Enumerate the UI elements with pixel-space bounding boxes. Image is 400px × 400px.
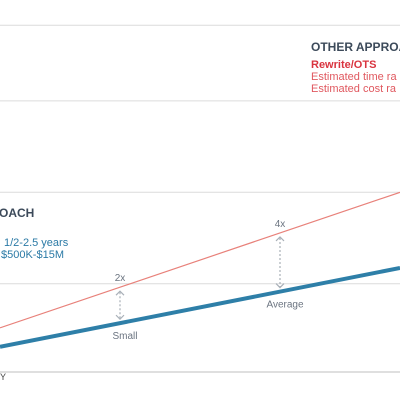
current-time-range: 1/2-2.5 years (4, 237, 69, 249)
x-axis-fragment: Y (0, 372, 6, 382)
annotation-markers: 2x Small 4x Average (112, 219, 303, 342)
current-approach-heading: OACH (0, 206, 34, 220)
current-cost-range: $500K-$15M (1, 249, 64, 261)
series-rewrite-line (0, 191, 400, 329)
annotation-0-arrow-head-up (115, 290, 125, 296)
annotation-0-multiplier: 2x (115, 273, 126, 284)
other-time-range: Estimated time ra (311, 71, 397, 83)
gridlines (0, 24, 400, 373)
other-cost-range: Estimated cost ra (311, 83, 397, 95)
annotation-1-size-label: Average (266, 300, 304, 311)
annotation-1-arrow-head-down (275, 283, 285, 289)
rewrite-ots-label: Rewrite/OTS (311, 59, 376, 71)
annotation-0-size-label: Small (112, 331, 137, 342)
series-current-line (0, 266, 400, 349)
annotation-0-arrow-head-down (115, 314, 125, 320)
annotation-1-multiplier: 4x (275, 219, 286, 230)
other-approach-heading: OTHER APPROAC (311, 40, 400, 54)
series-lines (0, 191, 400, 349)
annotation-1-arrow-head-up (275, 236, 285, 242)
